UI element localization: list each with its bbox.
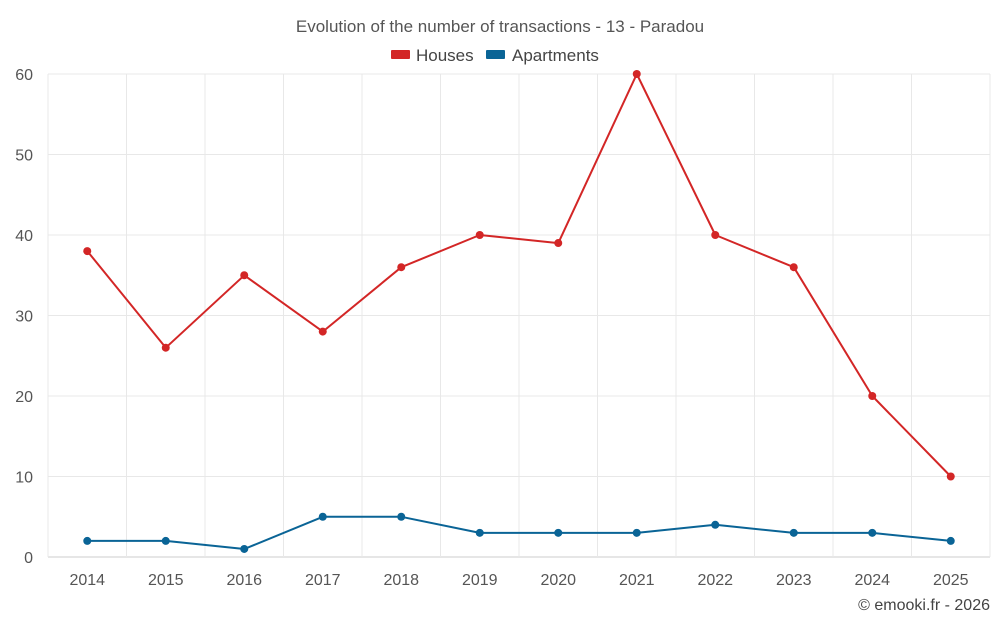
legend-swatch-apartments bbox=[486, 50, 505, 59]
x-tick-label-2018: 2018 bbox=[383, 572, 419, 589]
point-houses-2022[interactable] bbox=[711, 231, 720, 239]
point-apartments-2017[interactable] bbox=[318, 512, 327, 521]
point-houses-2025[interactable] bbox=[946, 472, 955, 481]
x-tick-label-2017: 2017 bbox=[305, 572, 341, 589]
y-tick-label: 30 bbox=[15, 309, 33, 326]
y-tick-label: 0 bbox=[24, 550, 33, 567]
y-axis: 0 10 20 30 40 50 60 bbox=[15, 67, 33, 567]
x-tick-label-2016: 2016 bbox=[226, 572, 262, 589]
x-tick-label-2022: 2022 bbox=[697, 572, 733, 589]
point-houses-2020[interactable] bbox=[554, 239, 563, 248]
x-tick-label-2014: 2014 bbox=[69, 572, 105, 589]
point-apartments-2020[interactable] bbox=[554, 528, 563, 537]
point-apartments-2025[interactable] bbox=[946, 536, 955, 545]
point-houses-2018[interactable] bbox=[397, 263, 406, 272]
point-apartments-2022[interactable] bbox=[711, 520, 720, 529]
x-tick-label-2019: 2019 bbox=[462, 572, 498, 589]
y-tick-label: 10 bbox=[15, 470, 33, 487]
y-tick-label: 60 bbox=[15, 67, 33, 84]
point-houses-2015[interactable] bbox=[161, 343, 170, 352]
chart-title: Evolution of the number of transactions … bbox=[296, 17, 704, 36]
legend-label-apartments[interactable]: Apartments bbox=[512, 46, 599, 65]
point-houses-2024[interactable] bbox=[868, 392, 877, 400]
point-apartments-2015[interactable] bbox=[161, 536, 170, 545]
point-apartments-2019[interactable] bbox=[475, 528, 484, 537]
legend-swatch-houses bbox=[391, 50, 410, 59]
point-apartments-2023[interactable] bbox=[789, 528, 798, 537]
series-line-apartments bbox=[87, 515, 951, 550]
point-apartments-2024[interactable] bbox=[868, 528, 877, 537]
gridlines bbox=[47, 73, 991, 558]
point-houses-2023[interactable] bbox=[789, 263, 798, 272]
y-tick-label: 40 bbox=[15, 228, 33, 245]
series-layer bbox=[83, 70, 955, 553]
x-tick-label-2020: 2020 bbox=[540, 572, 576, 589]
point-apartments-2014[interactable] bbox=[83, 536, 92, 545]
point-apartments-2021[interactable] bbox=[632, 528, 641, 537]
y-tick-label: 50 bbox=[15, 148, 33, 165]
point-houses-2014[interactable] bbox=[83, 247, 92, 256]
y-tick-label: 20 bbox=[15, 389, 33, 406]
series-line-houses bbox=[86, 73, 952, 478]
point-houses-2017[interactable] bbox=[318, 327, 327, 336]
copyright-footer: © emooki.fr - 2026 bbox=[858, 597, 990, 614]
point-apartments-2016[interactable] bbox=[240, 544, 249, 553]
x-tick-label-2025: 2025 bbox=[933, 572, 969, 589]
point-houses-2021[interactable] bbox=[632, 70, 641, 78]
point-houses-2016[interactable] bbox=[240, 271, 249, 280]
x-tick-label-2023: 2023 bbox=[776, 572, 812, 589]
point-houses-2019[interactable] bbox=[475, 231, 484, 239]
x-tick-label-2021: 2021 bbox=[619, 572, 655, 589]
legend-label-houses[interactable]: Houses bbox=[416, 46, 474, 65]
point-apartments-2018[interactable] bbox=[397, 512, 406, 521]
legend: Houses Apartments bbox=[391, 46, 599, 65]
x-axis: 2014 2015 2016 2017 2018 2019 2020 2021 2022 2023… bbox=[69, 572, 968, 589]
x-tick-label-2024: 2024 bbox=[854, 572, 890, 589]
x-tick-label-2015: 2015 bbox=[148, 572, 184, 589]
